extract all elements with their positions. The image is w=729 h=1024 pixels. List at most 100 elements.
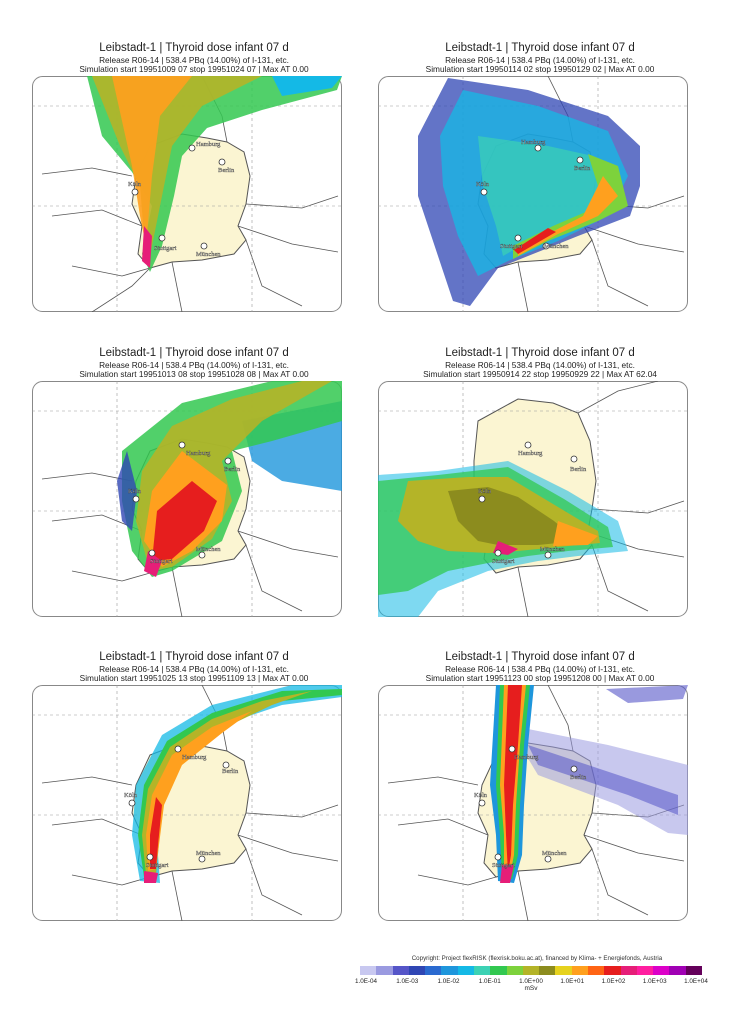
color-scale-segment	[473, 966, 491, 975]
panel-5: Leibstadt-1 | Thyroid dose infant 07 d R…	[26, 651, 362, 951]
city-label-stuttgart: Stuttgart	[500, 243, 523, 250]
city-label-stuttgart: Stuttgart	[150, 558, 173, 565]
city-label-berlin: Berlin	[574, 165, 591, 172]
panel-title: Leibstadt-1 | Thyroid dose infant 07 d	[99, 42, 289, 54]
color-scale-segment	[392, 966, 409, 975]
city-label-muenchen: München	[542, 850, 567, 857]
color-scale-tick-label: 1.0E-04	[354, 978, 378, 985]
panel-title: Leibstadt-1 | Thyroid dose infant 07 d	[445, 651, 635, 663]
color-scale-segment	[457, 966, 474, 975]
panel-release: Release R06-14 | 538.4 PBq (14.00%) of I…	[99, 55, 289, 65]
color-scale-segment	[669, 966, 686, 975]
color-scale-segment	[539, 966, 556, 975]
panel-4: Leibstadt-1 | Thyroid dose infant 07 d R…	[372, 347, 708, 647]
panel-simulation: Simulation start 19950114 02 stop 199501…	[425, 64, 655, 74]
panel-release: Release R06-14 | 538.4 PBq (14.00%) of I…	[99, 664, 289, 674]
panel-release: Release R06-14 | 538.4 PBq (14.00%) of I…	[445, 664, 635, 674]
city-label-hamburg: Hamburg	[521, 139, 546, 146]
dose-map: Hamburg Berlin Köln Stuttgart München	[378, 381, 688, 617]
city-markers	[128, 745, 230, 863]
city-label-hamburg: Hamburg	[518, 450, 543, 457]
color-scale-tick-label: 1.0E+02	[601, 978, 626, 985]
color-scale-segment	[490, 966, 507, 975]
color-scale-segment	[506, 966, 523, 975]
panel-title: Leibstadt-1 | Thyroid dose infant 07 d	[99, 651, 289, 663]
city-label-hamburg: Hamburg	[196, 141, 221, 148]
country-borders	[41, 76, 339, 312]
color-scale-ticks: 1.0E-04 1.0E-03 1.0E-02 1.0E-01 1.0E+00 1.0E+…	[352, 978, 722, 987]
city-markers	[132, 441, 232, 559]
city-label-koeln: Köln	[128, 488, 142, 495]
color-scale-tick-label: 1.0E+00	[519, 978, 543, 985]
dose-plume	[378, 461, 628, 617]
city-label-hamburg: Hamburg	[182, 754, 207, 761]
color-scale-segment	[587, 966, 605, 975]
color-scale-tick-label: 1.0E-03	[396, 978, 419, 985]
color-scale-tick-label: 1.0E+03	[642, 978, 667, 985]
city-label-stuttgart: Stuttgart	[492, 862, 515, 869]
color-scale-tick-label: 1.0E+04	[684, 978, 708, 985]
dose-map: Hamburg Berlin Köln Stuttgart München	[378, 685, 688, 921]
dose-map: Hamburg Berlin Köln Stuttgart München	[32, 76, 342, 312]
color-scale-tick-label: 1.0E-01	[478, 978, 501, 985]
dose-plume	[117, 381, 342, 577]
grid-lines	[32, 685, 342, 921]
color-scale-tick-label: 1.0E-02	[437, 978, 460, 985]
panel-3: Leibstadt-1 | Thyroid dose infant 07 d R…	[26, 347, 362, 647]
country-borders	[41, 472, 339, 617]
dose-plume	[490, 685, 688, 883]
panel-title: Leibstadt-1 | Thyroid dose infant 07 d	[99, 347, 289, 359]
dose-plume	[87, 76, 342, 272]
city-label-koeln: Köln	[124, 792, 138, 799]
city-label-hamburg: Hamburg	[186, 450, 211, 457]
color-scale-segment	[376, 966, 393, 975]
color-scale-bar	[360, 966, 702, 975]
panel-title: Leibstadt-1 | Thyroid dose infant 07 d	[445, 42, 635, 54]
color-scale-segment	[636, 966, 654, 975]
city-markers	[478, 745, 578, 863]
panel-1: Leibstadt-1 | Thyroid dose infant 07 d R…	[26, 42, 362, 342]
panel-release: Release R06-14 | 538.4 PBq (14.00%) of I…	[445, 55, 635, 65]
city-label-muenchen: München	[196, 251, 221, 258]
city-label-berlin: Berlin	[570, 466, 587, 473]
city-markers	[478, 441, 578, 559]
panel-simulation: Simulation start 19951009 07 stop 199510…	[79, 64, 309, 74]
city-label-stuttgart: Stuttgart	[154, 245, 177, 252]
city-markers	[480, 144, 584, 250]
panel-2: Leibstadt-1 | Thyroid dose infant 07 d R…	[372, 42, 708, 342]
city-label-berlin: Berlin	[218, 167, 235, 174]
color-scale-segment	[360, 966, 377, 975]
city-label-koeln: Köln	[478, 488, 492, 495]
panel-6: Leibstadt-1 | Thyroid dose infant 07 d R…	[372, 651, 708, 951]
color-scale-segment	[408, 966, 426, 975]
city-markers	[131, 144, 226, 250]
color-scale-segment	[425, 966, 442, 975]
color-scale-segment	[604, 966, 621, 975]
color-scale-tick-label: 1.0E+01	[560, 978, 585, 985]
panel-release: Release R06-14 | 538.4 PBq (14.00%) of I…	[445, 360, 635, 370]
color-scale-segment	[653, 966, 670, 975]
unit-label: mSv	[524, 985, 538, 992]
dose-map: Hamburg Berlin Köln Stuttgart München	[32, 381, 342, 617]
grid-lines	[378, 381, 688, 617]
panel-title: Leibstadt-1 | Thyroid dose infant 07 d	[445, 347, 635, 359]
panel-simulation: Simulation start 19951013 08 stop 199510…	[79, 369, 309, 379]
city-label-stuttgart: Stuttgart	[146, 862, 169, 869]
panel-simulation: Simulation start 19951025 13 stop 199511…	[79, 673, 309, 683]
city-label-muenchen: München	[544, 243, 569, 250]
city-label-muenchen: München	[196, 850, 221, 857]
color-scale-segment	[441, 966, 458, 975]
copyright-text: Copyright: Project flexRISK (flexrisk.bo…	[411, 955, 663, 962]
color-scale-segment	[571, 966, 588, 975]
city-label-berlin: Berlin	[222, 768, 239, 775]
color-scale-segment	[522, 966, 540, 975]
city-label-stuttgart: Stuttgart	[492, 558, 515, 565]
dose-map: Hamburg Berlin Köln Stuttgart München	[32, 685, 342, 921]
dose-plume	[418, 78, 640, 306]
color-scale-segment	[685, 966, 702, 975]
city-label-berlin: Berlin	[224, 466, 241, 473]
city-label-koeln: Köln	[128, 181, 142, 188]
city-label-hamburg: Hamburg	[514, 754, 539, 761]
city-label-berlin: Berlin	[570, 774, 587, 781]
panel-release: Release R06-14 | 538.4 PBq (14.00%) of I…	[99, 360, 289, 370]
